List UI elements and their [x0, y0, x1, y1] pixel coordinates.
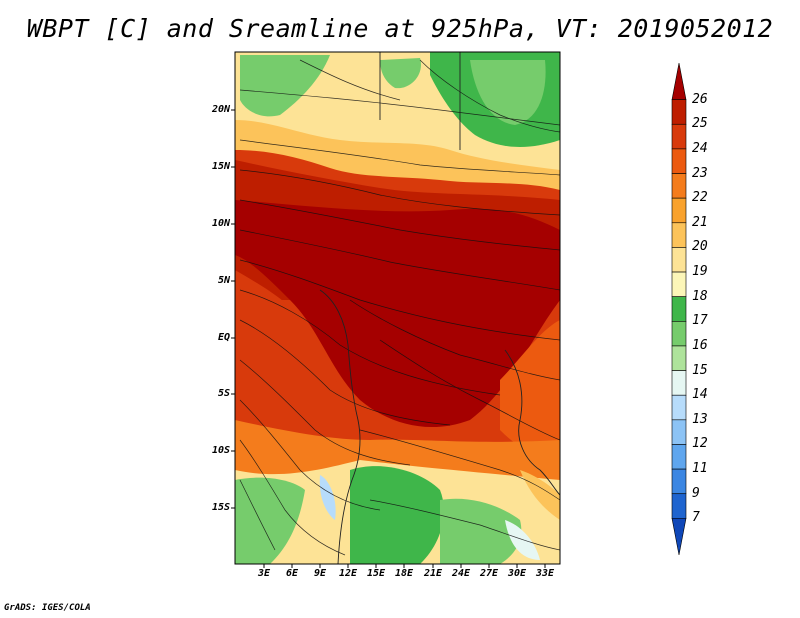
lon-label: 33E [535, 568, 555, 579]
colorbar-label: 23 [692, 165, 708, 181]
colorbar-label: 9 [692, 485, 700, 501]
colorbar-swatch [671, 296, 687, 322]
lon-label: 15E [366, 568, 386, 579]
colorbar-swatch [671, 197, 687, 224]
credit-text: GrADS: IGES/COLA [4, 603, 91, 613]
colorbar-label: 12 [692, 436, 708, 452]
colorbar-swatch [671, 247, 687, 273]
colorbar-label: 17 [692, 313, 708, 329]
colorbar-label: 11 [692, 461, 708, 477]
colorbar-label: 19 [692, 264, 708, 280]
wbpt-field [235, 52, 560, 564]
colorbar-label: 13 [692, 411, 708, 427]
chart-title: WBPT [C] and Sreamline at 925hPa, VT: 20… [26, 14, 774, 43]
lat-label: 15S [211, 502, 230, 513]
lon-label: 9E [313, 568, 327, 579]
lat-label: EQ [217, 332, 230, 343]
colorbar-label: 18 [692, 288, 708, 304]
lon-label: 21E [423, 568, 443, 579]
colorbar-label: 24 [692, 140, 708, 156]
colorbar-swatch [671, 62, 687, 100]
colorbar-swatch [671, 173, 687, 199]
colorbar-swatch [671, 518, 687, 556]
colorbar-label: 25 [692, 116, 708, 132]
lat-label: 5S [217, 388, 230, 399]
colorbar-swatch [671, 271, 687, 297]
colorbar-swatch [671, 148, 687, 174]
colorbar-swatch [671, 370, 687, 396]
colorbar-swatch [671, 444, 687, 470]
lon-label: 30E [507, 568, 527, 579]
lat-label: 20N [211, 104, 230, 115]
lon-label: 6E [285, 568, 299, 579]
colorbar [671, 62, 687, 556]
map-frame [234, 51, 561, 565]
lon-label: 18E [394, 568, 414, 579]
lon-label: 3E [257, 568, 271, 579]
lat-label: 10S [211, 445, 230, 456]
colorbar-swatch [671, 468, 687, 495]
colorbar-label: 22 [692, 190, 708, 206]
lon-label: 24E [451, 568, 471, 579]
colorbar-label: 16 [692, 337, 708, 353]
colorbar-label: 21 [692, 214, 708, 230]
lat-label: 10N [211, 218, 230, 229]
colorbar-label: 20 [692, 239, 708, 255]
colorbar-swatch [671, 222, 687, 248]
lat-label: 5N [217, 275, 230, 286]
colorbar-swatch [671, 123, 687, 150]
colorbar-label: 26 [692, 91, 708, 107]
colorbar-swatch [671, 99, 687, 125]
colorbar-label: 15 [692, 362, 708, 378]
colorbar-swatch [671, 394, 687, 421]
colorbar-swatch [671, 493, 687, 519]
colorbar-swatch [671, 321, 687, 347]
lon-label: 27E [479, 568, 499, 579]
colorbar-swatch [671, 345, 687, 371]
lon-label: 12E [338, 568, 358, 579]
colorbar-label: 14 [692, 387, 708, 403]
colorbar-swatch [671, 419, 687, 445]
lat-label: 15N [211, 161, 230, 172]
colorbar-label: 7 [692, 510, 700, 526]
